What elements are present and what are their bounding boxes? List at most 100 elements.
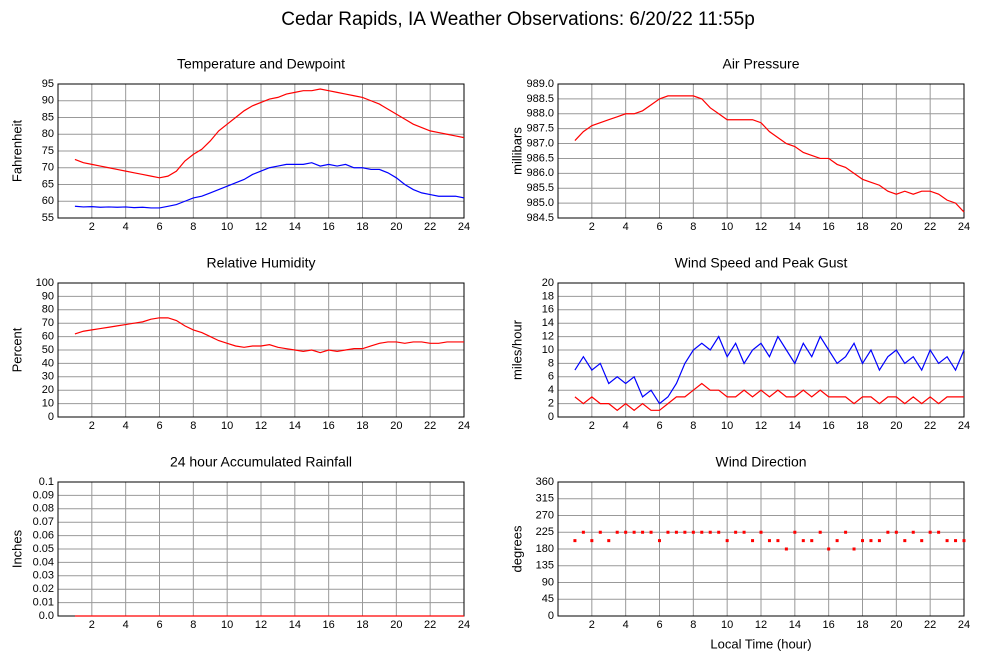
y-tick-label: 984.5 bbox=[526, 212, 554, 224]
x-tick-label: 6 bbox=[156, 420, 162, 432]
x-tick-label: 4 bbox=[623, 420, 629, 432]
y-tick-label: 987.5 bbox=[526, 123, 554, 135]
x-tick-label: 20 bbox=[390, 221, 402, 233]
data-point bbox=[674, 530, 678, 534]
data-point bbox=[658, 539, 661, 543]
data-point bbox=[615, 530, 619, 534]
x-tick-label: 16 bbox=[823, 619, 835, 631]
data-point bbox=[810, 539, 814, 543]
y-tick-label: 80 bbox=[42, 304, 54, 316]
y-tick-label: 6 bbox=[548, 371, 554, 383]
y-tick-label: 0.0 bbox=[39, 610, 54, 622]
chart-title: Temperature and Dewpoint bbox=[177, 56, 345, 72]
y-axis-label: degrees bbox=[509, 525, 524, 572]
data-point bbox=[835, 539, 839, 543]
y-tick-label: 100 bbox=[36, 277, 54, 289]
x-tick-label: 6 bbox=[156, 221, 162, 233]
data-point bbox=[666, 530, 670, 534]
y-tick-label: 986.5 bbox=[526, 152, 554, 164]
x-tick-label: 8 bbox=[690, 221, 696, 233]
y-tick-label: 985.5 bbox=[526, 182, 554, 194]
x-tick-label: 16 bbox=[323, 221, 335, 233]
y-tick-label: 0.02 bbox=[33, 583, 54, 595]
data-point bbox=[937, 530, 941, 534]
y-tick-label: 65 bbox=[42, 178, 54, 190]
x-axis-label: Local Time (hour) bbox=[710, 636, 811, 651]
main-title: Cedar Rapids, IA Weather Observations: 6… bbox=[281, 9, 755, 30]
y-tick-label: 989.0 bbox=[526, 78, 554, 90]
data-point bbox=[911, 530, 915, 534]
x-tick-label: 20 bbox=[390, 619, 402, 631]
x-tick-label: 14 bbox=[789, 420, 801, 432]
y-tick-label: 60 bbox=[42, 195, 54, 207]
y-axis-label: Inches bbox=[9, 529, 24, 568]
x-tick-label: 4 bbox=[123, 420, 129, 432]
x-tick-label: 4 bbox=[123, 619, 129, 631]
data-point bbox=[886, 530, 890, 534]
y-tick-label: 360 bbox=[536, 476, 554, 488]
data-point bbox=[954, 539, 958, 543]
y-tick-label: 70 bbox=[42, 162, 54, 174]
x-tick-label: 20 bbox=[890, 221, 902, 233]
y-tick-label: 20 bbox=[42, 384, 54, 396]
x-tick-label: 16 bbox=[823, 221, 835, 233]
x-tick-label: 14 bbox=[789, 221, 801, 233]
data-line bbox=[574, 95, 965, 213]
y-tick-label: 0.03 bbox=[33, 570, 54, 582]
data-point bbox=[598, 530, 602, 534]
data-point bbox=[767, 539, 771, 543]
x-tick-label: 24 bbox=[458, 221, 470, 233]
y-tick-label: 988.5 bbox=[526, 93, 554, 105]
plot-frame bbox=[57, 83, 465, 219]
x-tick-label: 22 bbox=[424, 420, 436, 432]
x-tick-label: 10 bbox=[221, 420, 233, 432]
x-tick-label: 2 bbox=[589, 221, 595, 233]
data-point bbox=[759, 530, 763, 534]
y-tick-label: 80 bbox=[42, 128, 54, 140]
data-point bbox=[962, 539, 966, 543]
y-tick-label: 135 bbox=[536, 560, 554, 572]
y-tick-label: 90 bbox=[542, 576, 554, 588]
x-tick-label: 22 bbox=[424, 619, 436, 631]
y-tick-label: 986.0 bbox=[526, 167, 554, 179]
y-tick-label: 95 bbox=[42, 78, 54, 90]
x-tick-label: 14 bbox=[289, 619, 301, 631]
y-tick-label: 180 bbox=[536, 543, 554, 555]
x-tick-label: 2 bbox=[589, 619, 595, 631]
data-line bbox=[74, 317, 464, 354]
x-tick-label: 10 bbox=[721, 420, 733, 432]
data-point bbox=[784, 547, 788, 551]
data-line bbox=[574, 382, 964, 412]
data-point bbox=[776, 539, 780, 543]
y-tick-label: 50 bbox=[42, 344, 54, 356]
x-tick-label: 22 bbox=[424, 221, 436, 233]
data-point bbox=[844, 530, 848, 534]
y-tick-label: 10 bbox=[542, 344, 554, 356]
x-tick-label: 14 bbox=[289, 420, 301, 432]
y-axis-label: miles/hour bbox=[509, 319, 524, 380]
x-tick-label: 14 bbox=[289, 221, 301, 233]
y-tick-label: 225 bbox=[536, 526, 554, 538]
y-tick-label: 4 bbox=[548, 384, 554, 396]
y-tick-label: 85 bbox=[42, 111, 54, 123]
data-point bbox=[751, 539, 755, 543]
chart-title: Air Pressure bbox=[722, 56, 799, 72]
data-point bbox=[877, 539, 881, 543]
x-tick-label: 18 bbox=[856, 221, 868, 233]
data-point bbox=[894, 530, 898, 534]
y-tick-label: 12 bbox=[542, 331, 554, 343]
data-point bbox=[945, 539, 949, 543]
x-tick-label: 12 bbox=[255, 420, 267, 432]
plot-frame bbox=[557, 481, 965, 617]
x-tick-label: 8 bbox=[690, 619, 696, 631]
y-tick-label: 30 bbox=[42, 371, 54, 383]
x-tick-label: 12 bbox=[755, 619, 767, 631]
x-tick-label: 22 bbox=[924, 420, 936, 432]
data-point bbox=[818, 530, 822, 534]
y-tick-label: 8 bbox=[548, 357, 554, 369]
x-tick-label: 8 bbox=[190, 619, 196, 631]
data-point bbox=[691, 530, 695, 534]
x-tick-label: 16 bbox=[323, 619, 335, 631]
y-tick-label: 315 bbox=[536, 493, 554, 505]
